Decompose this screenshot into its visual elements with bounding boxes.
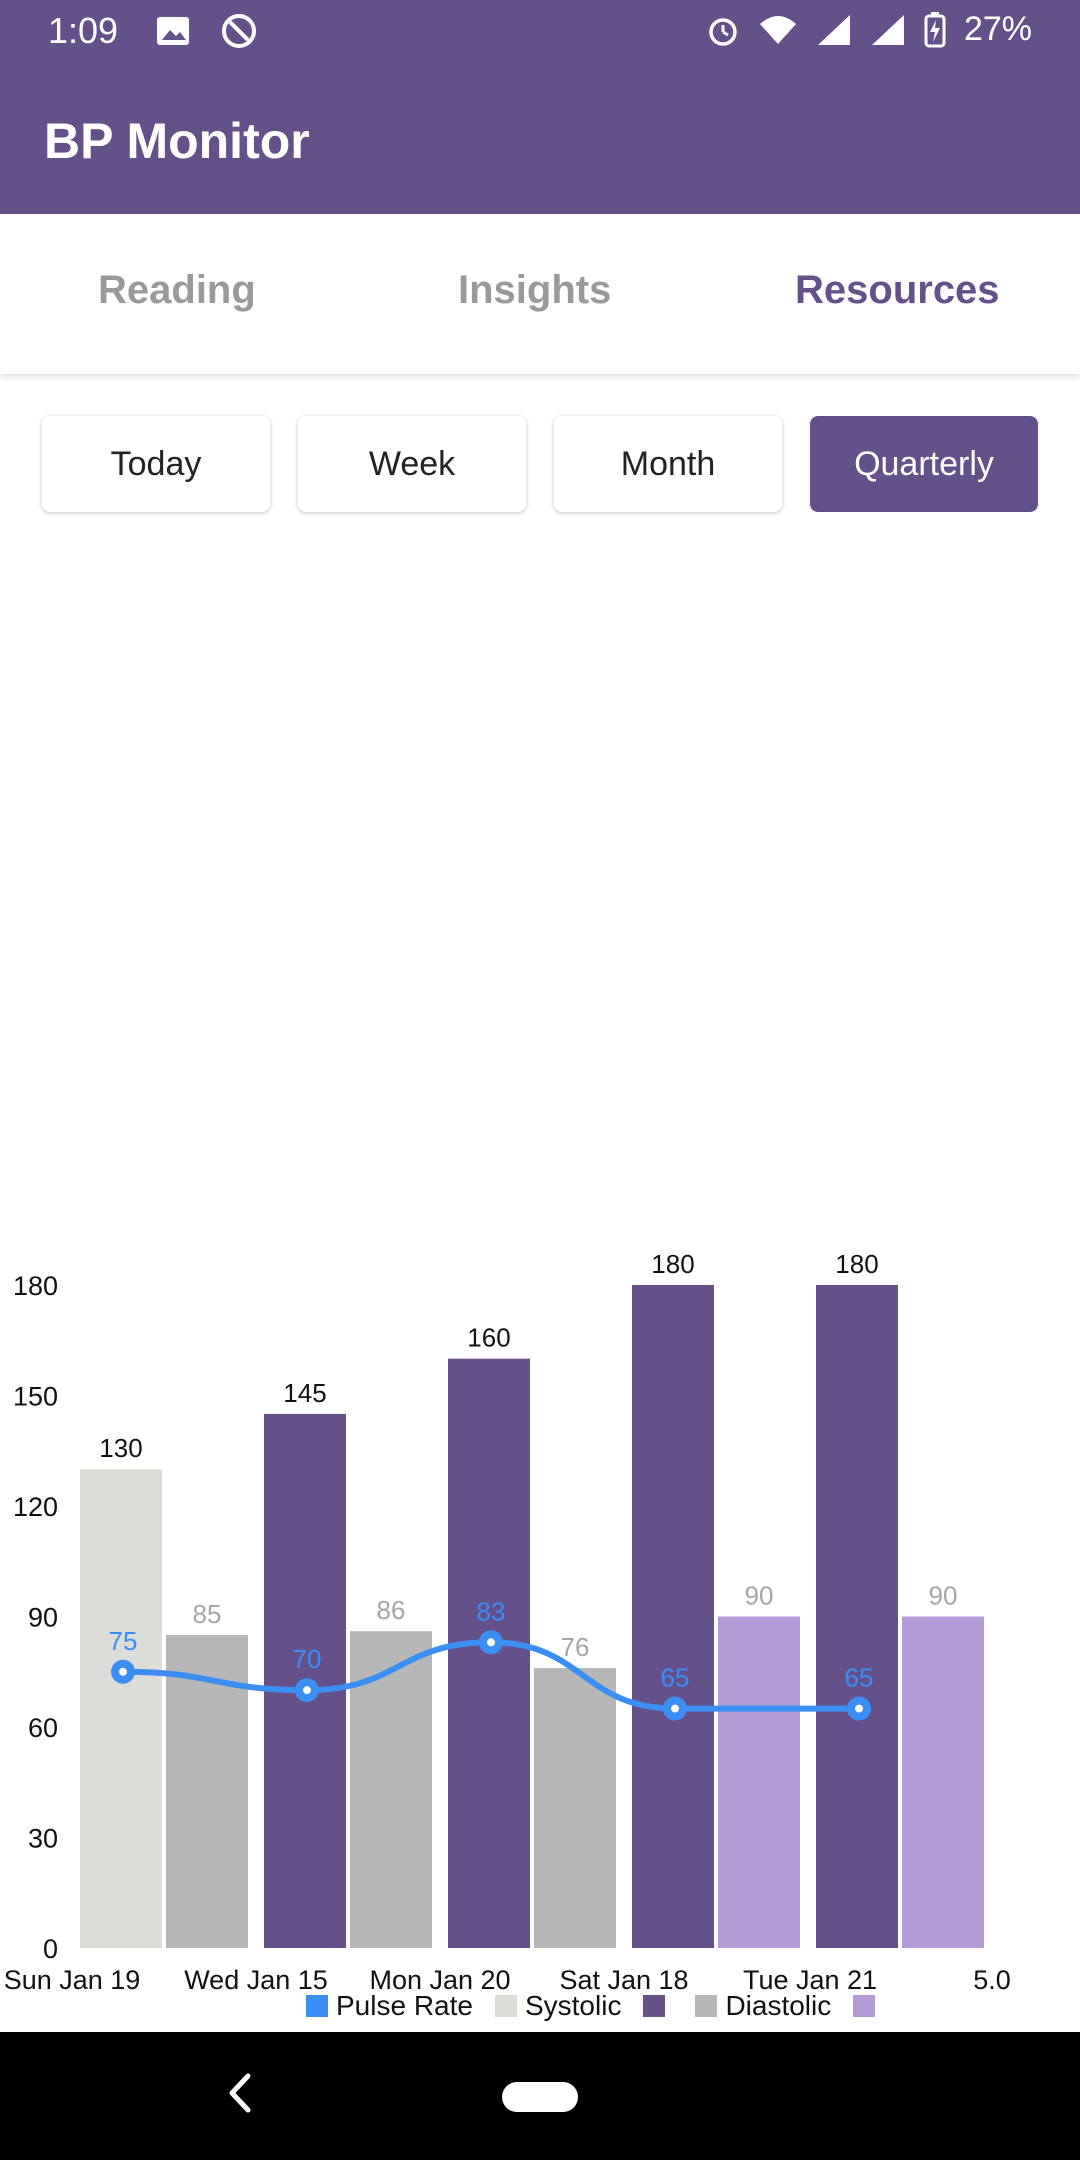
systolic-value-label: 145 (283, 1378, 326, 1408)
legend-systolic-swatch-dark (643, 1995, 666, 2017)
diastolic-bar (718, 1616, 800, 1948)
tab-reading[interactable]: Reading (98, 268, 256, 312)
bp-chart: 0 30 60 90 120 150 180 130 145 160 180 180 85 86 76 90 9… (0, 1230, 1080, 2030)
legend-systolic-swatch-light (494, 1995, 517, 2017)
pulse-value-label: 70 (293, 1644, 322, 1674)
status-left-icons (156, 12, 258, 50)
diastolic-value-label: 90 (929, 1581, 958, 1611)
range-quarterly-button[interactable]: Quarterly (810, 416, 1038, 512)
diastolic-value-label: 85 (193, 1599, 222, 1629)
legend-pulse: Pulse Rate (306, 1990, 473, 2022)
legend-diastolic-swatch-gray (695, 1995, 718, 2017)
y-tick-label: 0 (43, 1934, 58, 1964)
chart-legend: Pulse Rate Systolic Diastolic (306, 1990, 893, 2022)
diastolic-value-label: 90 (745, 1581, 774, 1611)
app-bar: 1:09 (0, 0, 1080, 214)
x-tick-label: Tue Jan 21 (743, 1965, 877, 1995)
back-icon[interactable] (220, 2068, 260, 2118)
range-week-button[interactable]: Week (298, 416, 526, 512)
y-tick-label: 180 (13, 1271, 58, 1301)
y-tick-label: 90 (28, 1603, 58, 1633)
app-title: BP Monitor (44, 113, 310, 169)
y-tick-label: 120 (13, 1492, 58, 1522)
pulse-point-center (855, 1704, 863, 1713)
legend-systolic: Systolic (494, 1990, 622, 2022)
tab-insights[interactable]: Insights (458, 268, 612, 312)
x-tick-label: Mon Jan 20 (369, 1965, 510, 1995)
home-pill-button[interactable] (502, 2082, 578, 2112)
pulse-value-label: 65 (661, 1663, 690, 1693)
pulse-value-label: 83 (477, 1596, 506, 1626)
systolic-value-label: 180 (835, 1249, 878, 1279)
pulse-point-center (487, 1638, 495, 1647)
x-tick-label: 5.0 (973, 1965, 1011, 1995)
alarm-icon (709, 17, 737, 46)
y-tick-label: 150 (13, 1382, 58, 1412)
systolic-bar (80, 1469, 162, 1948)
diastolic-value-label: 76 (561, 1632, 590, 1662)
legend-diastolic-swatch-purple (853, 1995, 876, 2017)
legend-pulse-swatch (306, 1995, 328, 2017)
status-bar: 1:09 (0, 0, 1080, 66)
diastolic-bar (902, 1616, 984, 1948)
diastolic-bar (534, 1668, 616, 1948)
status-right-icons: 27% (706, 10, 1032, 49)
status-time: 1:09 (48, 10, 119, 51)
legend-diastolic: Diastolic (695, 1990, 831, 2022)
range-today-button[interactable]: Today (42, 416, 270, 512)
legend-systolic-label: Systolic (524, 1990, 622, 2021)
diastolic-value-label: 86 (377, 1595, 406, 1625)
pulse-point-center (303, 1686, 311, 1695)
diastolic-bar (350, 1631, 432, 1948)
legend-diastolic-label: Diastolic (725, 1990, 832, 2021)
signal-icon (871, 14, 904, 45)
pulse-point-center (671, 1704, 679, 1713)
image-icon (157, 17, 189, 45)
tab-resources[interactable]: Resources (795, 268, 1000, 312)
pulse-point-center (119, 1667, 127, 1676)
wifi-icon (759, 15, 796, 44)
y-tick-label: 60 (28, 1713, 58, 1743)
systolic-value-label: 160 (467, 1323, 510, 1353)
systolic-bar (632, 1285, 714, 1948)
legend-systolic-dark (643, 1995, 673, 2017)
legend-pulse-label: Pulse Rate (336, 1990, 473, 2021)
x-tick-label: Wed Jan 15 (184, 1965, 328, 1995)
legend-diastolic-purple (853, 1995, 883, 2017)
x-tick-label: Sun Jan 19 (4, 1965, 141, 1995)
x-tick-label: Sat Jan 18 (559, 1965, 688, 1995)
battery-percent: 27% (963, 10, 1032, 48)
range-month-button[interactable]: Month (554, 416, 782, 512)
systolic-bar (816, 1285, 898, 1948)
system-nav-bar (0, 2032, 1080, 2160)
y-tick-label: 30 (28, 1824, 58, 1854)
battery-charging-icon (924, 11, 946, 47)
pulse-value-label: 75 (109, 1626, 138, 1656)
pulse-value-label: 65 (845, 1663, 874, 1693)
sync-icon (222, 14, 256, 48)
systolic-value-label: 180 (651, 1249, 694, 1279)
systolic-value-label: 130 (99, 1433, 142, 1463)
bp-chart-svg: 0 30 60 90 120 150 180 130 145 160 180 180 85 86 76 90 9… (4, 1249, 1011, 1995)
tab-bar: Reading Insights Resources (0, 214, 1080, 374)
signal-r-icon (817, 14, 850, 45)
